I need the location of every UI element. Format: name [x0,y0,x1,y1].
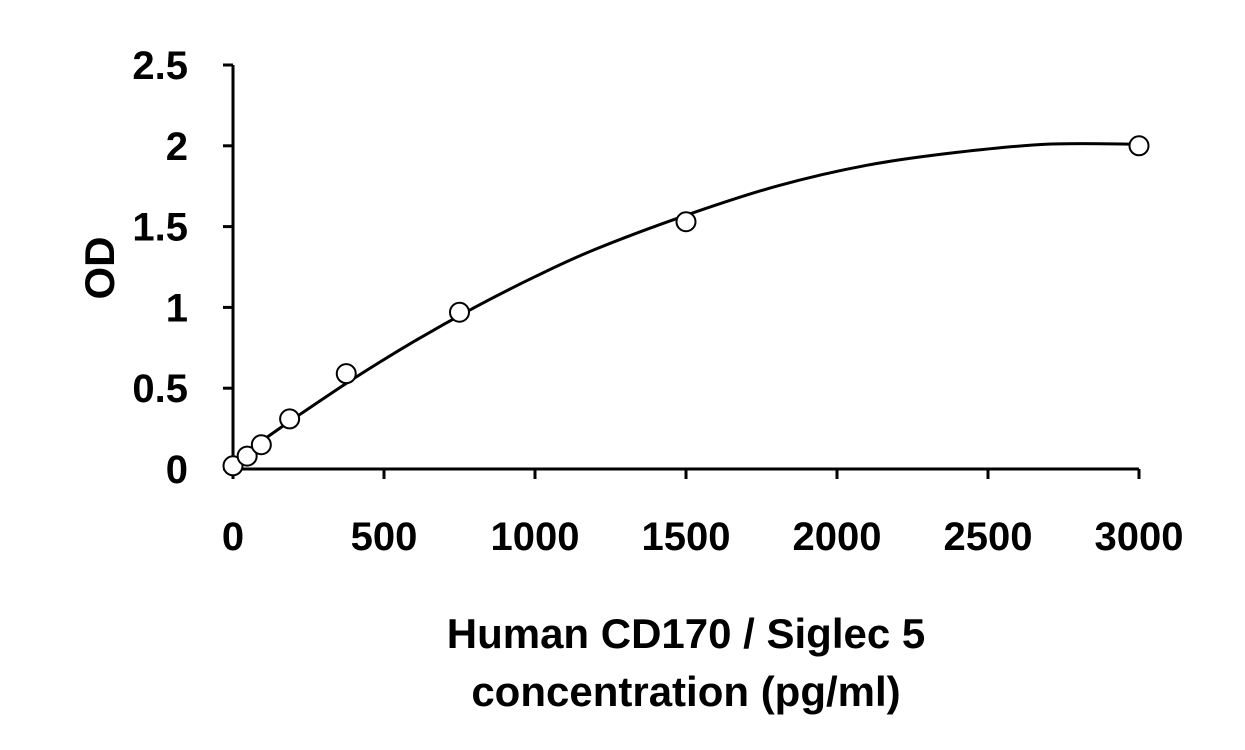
y-axis-title: OD [76,237,123,300]
y-axis-ticks: 0 0.5 1 1.5 2 2.5 [132,44,233,492]
axes [231,65,1139,471]
x-axis-ticks: 0 500 1000 1500 2000 2500 3000 [222,469,1184,559]
y-tick-label: 0 [166,448,188,492]
data-point [335,363,357,385]
x-tick-label: 1000 [491,515,580,559]
x-tick-label: 3000 [1095,515,1184,559]
y-tick-label: 2 [166,125,188,169]
x-tick-label: 500 [351,515,418,559]
data-point [279,408,301,430]
y-tick-label: 2.5 [132,44,188,88]
y-tick-label: 1 [166,286,188,330]
data-point [222,455,244,477]
fit-curve-group [232,142,1140,463]
y-tick-label: 0.5 [132,367,188,411]
y-tick-label: 1.5 [132,206,188,250]
data-point [250,434,272,456]
x-axis-title-line-2: concentration (pg/ml) [471,668,900,715]
x-tick-label: 2000 [793,515,882,559]
data-point [449,301,470,323]
x-axis-title-line-1: Human CD170 / Siglec 5 [447,610,926,657]
fit-curve [232,142,1140,463]
x-tick-label: 0 [222,515,244,559]
data-point [1128,135,1150,157]
data-points [222,135,1150,477]
data-point [675,211,697,233]
data-point [236,445,258,467]
x-tick-label: 1500 [642,515,731,559]
x-tick-label: 2500 [944,515,1033,559]
